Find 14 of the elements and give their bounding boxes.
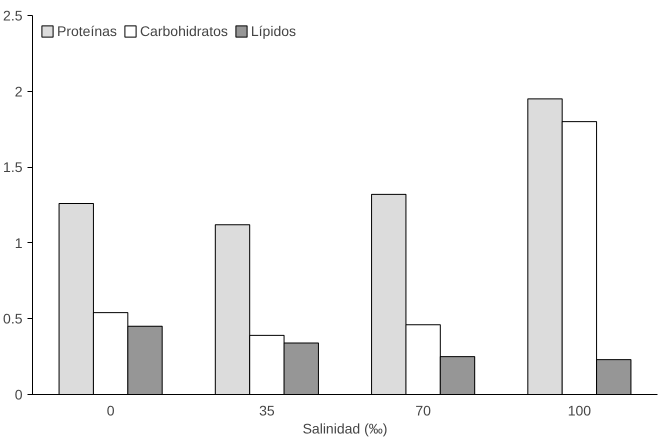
y-tick-label: 2.5 — [3, 8, 23, 24]
y-tick-label: 0.5 — [3, 310, 23, 327]
y-tick-label: 1 — [14, 234, 23, 251]
x-tick-label: 100 — [568, 402, 592, 418]
legend-label: Lípidos — [250, 23, 296, 39]
y-tick-label: 2 — [14, 83, 23, 100]
y-tick-label: 1.5 — [3, 159, 23, 176]
x-tick-label: 0 — [106, 402, 115, 418]
y-tick-label: 0 — [14, 386, 23, 402]
x-tick-label: 70 — [415, 402, 432, 418]
legend-label: Carbohidratos — [140, 23, 228, 39]
x-tick-label: 35 — [259, 402, 275, 418]
legend-label: Proteínas — [57, 23, 117, 39]
x-axis-title: Salinidad (‰) — [302, 420, 388, 436]
